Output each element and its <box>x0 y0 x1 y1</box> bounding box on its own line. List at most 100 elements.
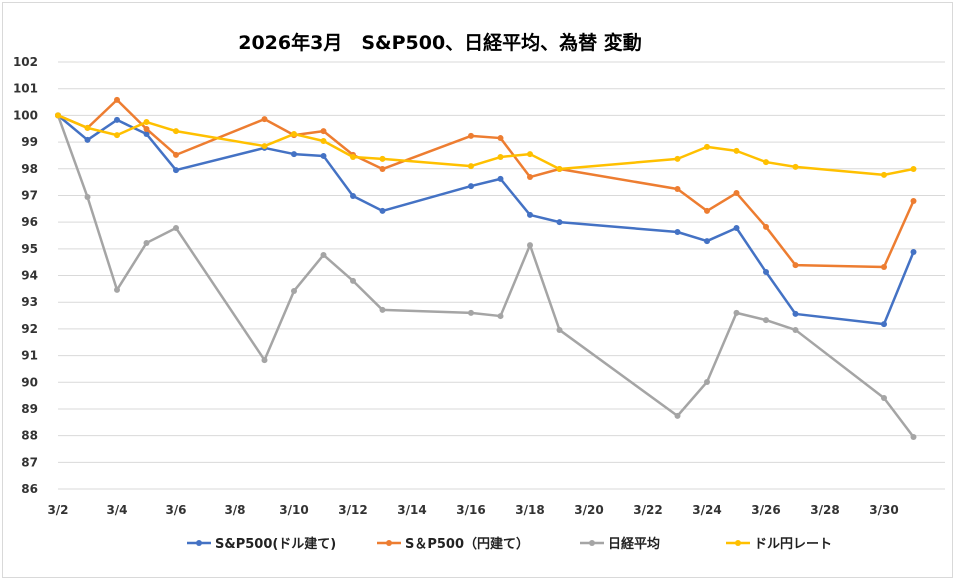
data-point <box>556 166 563 173</box>
x-tick-label: 3/6 <box>165 503 186 517</box>
data-point <box>379 207 386 214</box>
x-tick-label: 3/16 <box>456 503 485 517</box>
y-tick-label: 94 <box>21 269 38 283</box>
y-tick-label: 95 <box>21 242 38 256</box>
legend-marker <box>196 540 202 546</box>
data-point <box>84 124 91 131</box>
data-point <box>173 167 179 174</box>
data-point <box>704 378 710 385</box>
data-point <box>881 171 887 178</box>
data-point <box>143 239 150 246</box>
data-point <box>468 163 474 170</box>
series-line <box>56 114 915 438</box>
data-point <box>173 224 179 231</box>
y-tick-label: 100 <box>13 108 38 122</box>
data-point <box>350 277 356 284</box>
data-point <box>320 137 327 144</box>
y-tick-label: 91 <box>21 349 38 363</box>
data-point <box>733 224 740 231</box>
data-point <box>704 238 710 245</box>
y-tick-label: 92 <box>21 322 38 336</box>
data-point <box>792 262 799 269</box>
data-point <box>674 228 681 235</box>
data-point <box>881 394 887 401</box>
data-point <box>261 116 268 123</box>
x-tick-label: 3/20 <box>574 503 603 517</box>
data-point <box>910 166 917 173</box>
data-point <box>527 174 533 181</box>
data-point <box>704 207 710 214</box>
x-tick-label: 3/30 <box>869 503 898 517</box>
data-point <box>792 310 799 317</box>
data-point <box>468 309 474 316</box>
data-point <box>556 326 563 333</box>
data-point <box>291 131 297 138</box>
data-point <box>320 128 327 135</box>
data-point <box>350 154 356 161</box>
y-tick-label: 93 <box>21 295 38 309</box>
data-point <box>84 136 91 143</box>
data-point <box>143 131 150 138</box>
data-point <box>497 313 504 320</box>
x-tick-label: 3/18 <box>515 503 544 517</box>
legend-label: S&P500(ドル建て) <box>215 536 336 552</box>
x-tick-label: 3/8 <box>224 503 245 517</box>
data-point <box>792 163 799 170</box>
x-tick-label: 3/14 <box>397 503 426 517</box>
data-point <box>497 135 504 142</box>
data-point <box>763 269 769 276</box>
data-point <box>468 183 474 190</box>
x-tick-label: 3/12 <box>338 503 367 517</box>
data-point <box>114 96 120 103</box>
data-point <box>733 190 740 197</box>
data-point <box>674 412 681 419</box>
data-point <box>497 175 504 182</box>
data-point <box>114 132 120 139</box>
chart-title: 2026年3月 S&P500、日経平均、為替 変動 <box>238 31 642 54</box>
data-point <box>468 132 474 139</box>
y-tick-label: 87 <box>21 455 38 469</box>
legend-label: ドル円レート <box>754 537 832 552</box>
data-point <box>763 317 769 324</box>
data-point <box>763 223 769 230</box>
y-tick-label: 90 <box>21 375 38 389</box>
data-point <box>320 152 327 159</box>
data-point <box>55 112 61 119</box>
data-point <box>674 155 681 162</box>
x-tick-label: 3/28 <box>810 503 839 517</box>
series-line <box>57 114 915 326</box>
data-point <box>143 119 150 126</box>
legend-marker <box>589 540 595 546</box>
legend-marker <box>386 540 392 546</box>
data-point <box>84 194 91 201</box>
data-point <box>291 151 297 158</box>
data-point <box>527 151 533 158</box>
y-tick-label: 86 <box>21 482 38 496</box>
data-point <box>350 192 356 199</box>
data-point <box>173 151 179 158</box>
y-tick-label: 88 <box>21 429 38 443</box>
y-tick-label: 99 <box>21 135 38 149</box>
legend-label: S＆P500（円建て） <box>405 536 529 552</box>
data-point <box>674 186 681 193</box>
data-point <box>792 326 799 333</box>
data-point <box>910 433 917 440</box>
data-point <box>556 219 563 226</box>
data-point <box>379 306 386 313</box>
data-point <box>497 154 504 161</box>
data-point <box>881 263 887 270</box>
data-point <box>733 309 740 316</box>
data-point <box>261 357 268 364</box>
data-point <box>320 251 327 258</box>
data-point <box>291 287 297 294</box>
x-tick-label: 3/24 <box>692 503 721 517</box>
data-point <box>881 321 887 328</box>
data-point <box>704 143 710 150</box>
data-point <box>910 249 917 256</box>
y-tick-label: 98 <box>21 162 38 176</box>
data-point <box>763 159 769 166</box>
series-line <box>57 114 914 177</box>
x-tick-label: 3/22 <box>633 503 662 517</box>
